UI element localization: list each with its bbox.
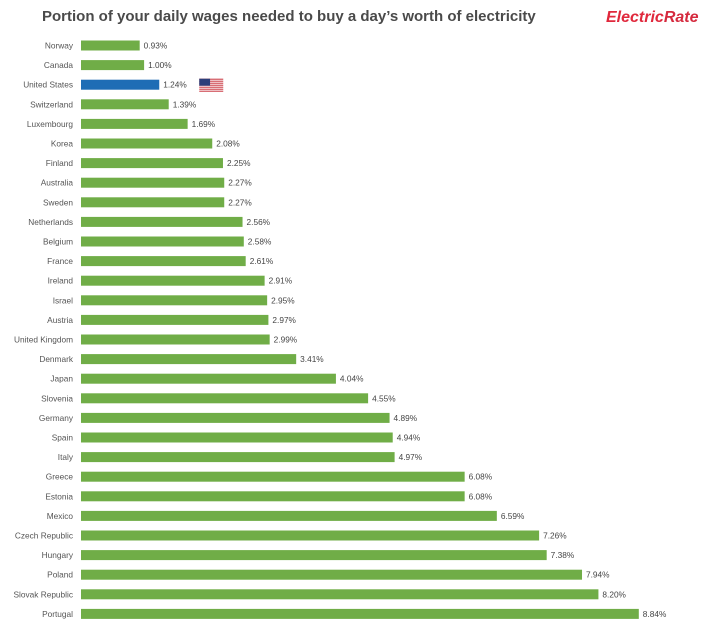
value-label: 6.08% xyxy=(469,472,493,482)
value-label: 2.97% xyxy=(272,315,296,325)
category-label: Korea xyxy=(51,139,74,149)
category-label: Netherlands xyxy=(28,217,73,227)
bar xyxy=(81,118,188,129)
category-label: Estonia xyxy=(45,491,73,501)
value-label: 2.61% xyxy=(250,256,274,266)
brand-logo-part1: Electric xyxy=(606,9,664,26)
category-label: Portugal xyxy=(42,609,73,619)
value-label: 7.26% xyxy=(543,531,567,541)
category-label: Belgium xyxy=(43,237,73,247)
value-label: 2.56% xyxy=(247,217,271,227)
bar xyxy=(81,569,583,580)
category-label: Spain xyxy=(52,433,74,443)
bar xyxy=(81,138,213,149)
value-label: 7.94% xyxy=(586,570,610,580)
category-label: Czech Republic xyxy=(15,531,73,541)
bar xyxy=(81,510,497,521)
bar xyxy=(81,60,145,71)
value-label: 2.27% xyxy=(228,197,252,207)
value-label: 1.69% xyxy=(192,119,216,129)
brand-logo: ElectricRate xyxy=(606,9,699,27)
value-label: 2.95% xyxy=(271,295,295,305)
value-label: 7.38% xyxy=(551,550,575,560)
bar xyxy=(81,354,297,365)
bar xyxy=(81,550,547,561)
value-label: 8.84% xyxy=(643,609,667,619)
bar xyxy=(81,334,270,345)
value-label: 6.08% xyxy=(469,491,493,501)
category-label: Canada xyxy=(44,60,73,70)
value-label: 2.08% xyxy=(216,139,240,149)
value-label: 0.93% xyxy=(144,41,168,51)
value-label: 2.25% xyxy=(227,158,251,168)
value-label: 4.04% xyxy=(340,374,364,384)
category-label: Poland xyxy=(47,570,73,580)
bar xyxy=(81,530,540,541)
bar xyxy=(81,412,390,423)
category-label: Slovak Republic xyxy=(14,589,74,599)
value-label: 2.27% xyxy=(228,178,252,188)
chart-title: Portion of your daily wages needed to bu… xyxy=(42,8,536,25)
bar xyxy=(81,491,465,502)
brand-logo-part2: Rate xyxy=(663,9,699,26)
category-label: United Kingdom xyxy=(14,335,73,345)
category-label: Hungary xyxy=(42,550,74,560)
bar xyxy=(81,471,465,482)
category-label: Austria xyxy=(47,315,73,325)
value-label: 3.41% xyxy=(300,354,324,364)
value-label: 1.24% xyxy=(163,80,187,90)
bar xyxy=(81,79,160,90)
value-label: 2.99% xyxy=(274,335,298,345)
value-label: 2.91% xyxy=(269,276,293,286)
bar xyxy=(81,295,268,306)
category-label: Ireland xyxy=(48,276,74,286)
category-label: Sweden xyxy=(43,197,73,207)
bar xyxy=(81,256,246,267)
bar xyxy=(81,236,244,247)
value-label: 4.55% xyxy=(372,393,396,403)
category-label: Italy xyxy=(58,452,74,462)
value-label: 6.59% xyxy=(501,511,525,521)
value-label: 4.89% xyxy=(394,413,418,423)
us-flag-icon xyxy=(199,78,224,92)
category-label: Switzerland xyxy=(30,99,73,109)
category-label: Japan xyxy=(50,374,73,384)
category-label: Mexico xyxy=(47,511,74,521)
bar xyxy=(81,177,225,188)
bar xyxy=(81,40,140,51)
category-label: Australia xyxy=(41,178,74,188)
category-label: France xyxy=(47,256,73,266)
bar xyxy=(81,393,369,404)
bar xyxy=(81,275,265,286)
bar xyxy=(81,589,599,600)
bar xyxy=(81,608,639,619)
bar xyxy=(81,158,223,169)
value-label: 2.58% xyxy=(248,237,272,247)
category-label: Israel xyxy=(53,295,73,305)
bar xyxy=(81,452,395,463)
value-label: 1.00% xyxy=(148,60,172,70)
value-label: 8.20% xyxy=(602,589,626,599)
bar xyxy=(81,314,269,325)
category-label: Germany xyxy=(39,413,74,423)
category-label: Slovenia xyxy=(41,393,73,403)
category-label: United States xyxy=(23,80,73,90)
category-label: Norway xyxy=(45,41,74,51)
value-label: 4.97% xyxy=(399,452,423,462)
bar xyxy=(81,432,393,443)
bar xyxy=(81,99,169,110)
bar xyxy=(81,373,336,384)
value-label: 4.94% xyxy=(397,433,421,443)
bar xyxy=(81,197,225,208)
category-label: Greece xyxy=(46,472,74,482)
value-label: 1.39% xyxy=(173,99,197,109)
category-label: Denmark xyxy=(39,354,74,364)
bar xyxy=(81,216,243,227)
category-label: Luxembourg xyxy=(27,119,74,129)
category-label: Finland xyxy=(46,158,74,168)
